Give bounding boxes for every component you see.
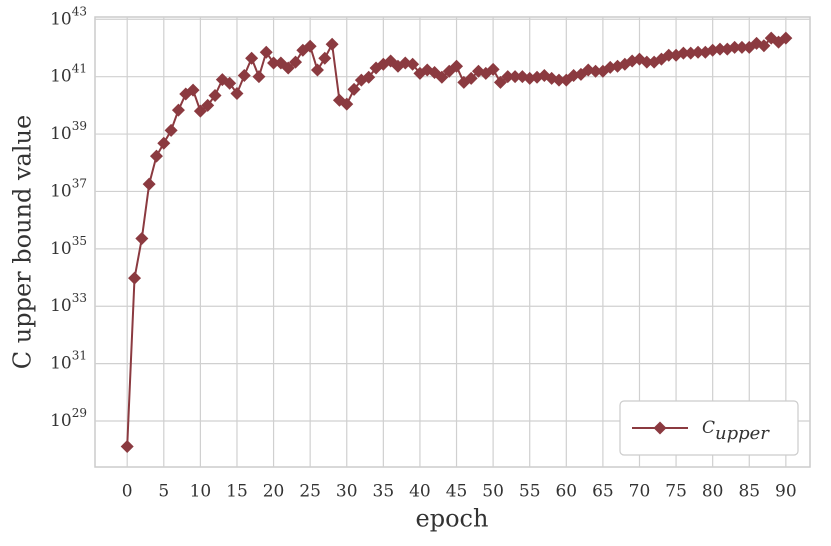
- marker: [347, 82, 361, 96]
- marker: [757, 39, 771, 53]
- marker: [435, 70, 449, 84]
- marker: [589, 64, 603, 78]
- y-tick-label: 1041: [50, 61, 87, 86]
- marker: [223, 76, 237, 90]
- marker: [201, 98, 215, 112]
- marker: [779, 31, 793, 45]
- marker: [464, 71, 478, 85]
- y-tick-label: 1035: [50, 233, 87, 258]
- marker: [259, 45, 273, 59]
- marker: [149, 149, 163, 163]
- marker: [289, 55, 303, 69]
- x-tick-label: 50: [482, 482, 504, 502]
- marker: [552, 73, 566, 87]
- marker: [252, 70, 266, 84]
- y-tick-label: 1037: [50, 176, 87, 201]
- marker: [486, 62, 500, 76]
- marker: [164, 123, 178, 137]
- y-tick-label: 1031: [50, 348, 87, 373]
- marker: [640, 55, 654, 69]
- marker: [662, 48, 676, 62]
- marker: [157, 136, 171, 150]
- marker: [135, 231, 149, 245]
- marker: [501, 70, 515, 84]
- legend-box: [619, 400, 799, 456]
- marker: [508, 70, 522, 84]
- marker: [267, 56, 281, 70]
- y-tick-label: 1043: [50, 4, 87, 29]
- y-tick-label: 1029: [50, 406, 87, 431]
- marker: [128, 271, 142, 285]
- marker: [362, 70, 376, 84]
- x-tick-label: 45: [446, 482, 468, 502]
- x-tick-label: 80: [702, 482, 724, 502]
- x-tick-label: 40: [409, 482, 431, 502]
- marker: [632, 52, 646, 66]
- marker: [676, 46, 690, 60]
- marker: [281, 61, 295, 75]
- y-axis-label: C upper bound value: [9, 115, 37, 369]
- marker: [318, 51, 332, 65]
- x-tick-label: 5: [158, 482, 169, 502]
- marker: [728, 40, 742, 54]
- marker: [193, 104, 207, 118]
- plot-area: [94, 16, 811, 468]
- x-tick-label: 85: [738, 482, 760, 502]
- marker: [369, 61, 383, 75]
- x-tick-label: 65: [592, 482, 614, 502]
- marker: [245, 51, 259, 65]
- x-tick-label: 10: [190, 482, 212, 502]
- marker: [325, 37, 339, 51]
- x-tick-label: 25: [299, 482, 321, 502]
- x-tick-label: 30: [336, 482, 358, 502]
- x-tick-label: 75: [665, 482, 687, 502]
- x-tick-label: 20: [263, 482, 285, 502]
- x-tick-label: 70: [629, 482, 651, 502]
- marker: [171, 103, 185, 117]
- marker: [603, 60, 617, 74]
- x-tick-label: 15: [226, 482, 248, 502]
- marker: [691, 45, 705, 59]
- marker: [142, 177, 156, 191]
- y-tick-label: 1033: [50, 291, 87, 316]
- marker: [310, 63, 324, 77]
- marker: [208, 89, 222, 103]
- x-tick-label: 60: [555, 482, 577, 502]
- marker: [713, 42, 727, 56]
- marker: [120, 439, 134, 453]
- marker: [735, 40, 749, 54]
- marker: [493, 75, 507, 89]
- marker: [186, 83, 200, 97]
- marker: [303, 39, 317, 53]
- x-tick-label: 0: [122, 482, 133, 502]
- marker: [340, 97, 354, 111]
- x-tick-label: 55: [519, 482, 541, 502]
- x-tick-label: 35: [373, 482, 395, 502]
- marker: [406, 57, 420, 71]
- y-tick-label: 1039: [50, 119, 87, 144]
- marker: [450, 59, 464, 73]
- legend-label: Cupper: [702, 418, 770, 445]
- marker: [237, 68, 251, 82]
- x-axis-label: epoch: [416, 505, 489, 533]
- marker: [230, 86, 244, 100]
- x-tick-label: 90: [775, 482, 797, 502]
- legend-marker: [653, 421, 667, 435]
